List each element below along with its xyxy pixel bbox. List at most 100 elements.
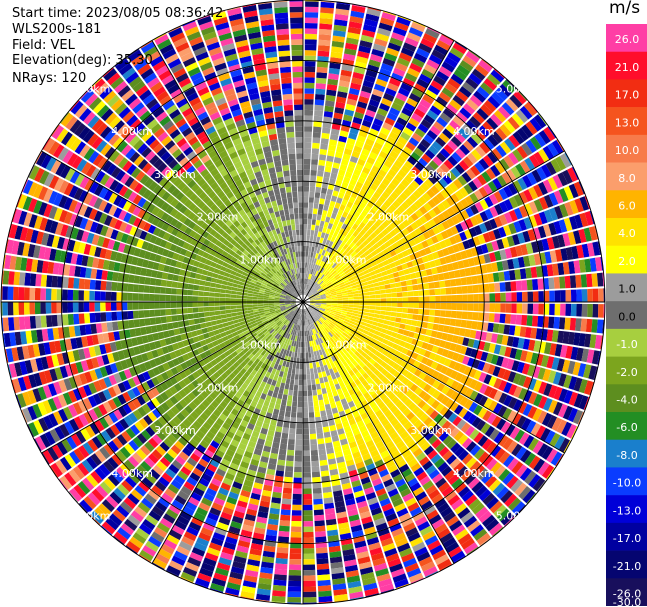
velocity-gate [278,410,285,417]
velocity-gate [201,204,210,213]
velocity-gate [138,302,144,310]
velocity-gate [330,172,338,180]
velocity-gate [315,270,319,277]
velocity-gate [346,239,352,246]
velocity-gate [307,218,312,225]
velocity-gate [527,291,534,302]
velocity-gate [115,466,128,479]
velocity-gate [294,461,302,467]
velocity-gate [393,226,402,234]
velocity-gate [109,217,118,228]
velocity-gate [519,160,531,174]
velocity-gate [50,462,63,478]
velocity-gate [297,352,300,359]
velocity-gate [18,210,28,225]
velocity-gate [384,240,392,248]
velocity-gate [197,178,207,187]
velocity-gate [245,350,252,357]
velocity-gate [204,71,217,82]
velocity-gate [342,153,351,161]
velocity-gate [522,230,531,243]
velocity-gate [252,248,259,255]
velocity-gate [296,428,303,435]
velocity-gate [404,274,412,281]
velocity-gate [225,329,232,336]
velocity-gate [319,254,324,261]
velocity-gate [379,285,386,290]
velocity-gate [257,80,269,88]
velocity-gate [82,442,94,455]
velocity-gate [304,153,311,159]
velocity-gate [459,144,470,156]
velocity-gate [175,152,186,163]
velocity-gate [453,269,461,278]
velocity-gate [234,161,243,170]
velocity-gate [187,289,194,296]
velocity-gate [341,158,349,166]
velocity-gate [70,433,82,447]
velocity-gate [67,390,78,403]
velocity-gate [193,232,202,241]
velocity-gate [100,225,109,237]
velocity-gate [439,163,450,174]
velocity-gate [310,300,316,302]
velocity-gate [117,394,127,405]
velocity-gate [88,150,100,164]
velocity-gate [452,94,465,107]
velocity-gate [78,126,91,140]
velocity-gate [395,92,408,102]
velocity-gate [326,211,333,218]
velocity-gate [122,403,132,415]
velocity-gate [266,325,272,331]
velocity-gate [219,306,226,311]
velocity-gate [30,358,39,373]
velocity-gate [119,221,128,232]
velocity-gate [220,289,226,294]
velocity-gate [384,52,398,62]
velocity-gate [519,105,533,120]
velocity-gate [351,260,358,266]
velocity-gate [557,262,565,276]
velocity-gate [161,166,171,177]
velocity-gate [454,233,462,243]
velocity-gate [397,183,407,192]
velocity-gate [303,213,308,219]
velocity-gate [444,255,452,264]
velocity-gate [385,288,392,294]
velocity-gate [240,228,248,236]
velocity-gate [211,277,218,283]
velocity-gate [215,333,222,340]
velocity-gate [314,294,320,298]
velocity-gate [336,292,342,295]
velocity-gate [305,262,308,268]
velocity-gate [258,229,264,237]
velocity-gate [427,228,436,237]
velocity-gate [101,322,108,333]
velocity-gate [527,101,538,113]
velocity-gate [375,113,386,122]
velocity-gate [57,236,65,250]
velocity-gate [192,290,199,296]
velocity-gate [381,97,393,107]
velocity-gate [204,378,213,387]
velocity-gate [313,282,317,288]
velocity-gate [29,302,36,315]
velocity-gate [199,135,210,145]
velocity-gate [99,366,108,378]
velocity-gate [284,231,290,238]
velocity-gate [467,285,474,294]
velocity-gate [251,137,261,145]
velocity-gate [88,346,97,358]
velocity-gate [297,245,301,252]
velocity-gate [281,281,287,287]
velocity-gate [171,288,177,295]
velocity-gate [257,236,264,244]
velocity-gate [96,235,105,247]
velocity-gate [328,67,340,75]
velocity-gate [353,168,362,177]
velocity-gate [303,267,305,273]
velocity-gate [118,330,126,340]
velocity-gate [141,477,154,489]
velocity-gate [149,277,157,286]
velocity-gate [199,352,207,360]
